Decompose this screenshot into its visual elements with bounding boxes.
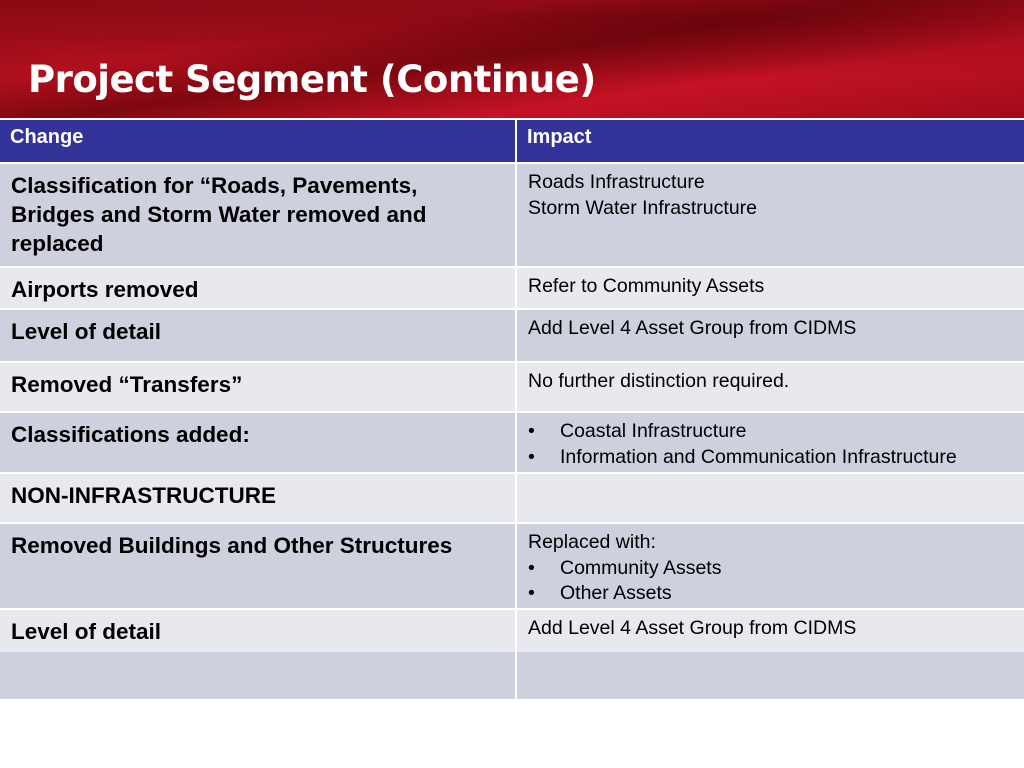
empty-cell <box>517 652 1024 699</box>
impact-text <box>517 474 1024 480</box>
impact-text: No further distinction required. <box>517 363 1024 395</box>
change-cell: Classifications added: <box>0 413 515 472</box>
impact-line: Add Level 4 Asset Group from CIDMS <box>528 617 857 639</box>
bullet-item: Information and Communication Infrastruc… <box>528 445 1024 471</box>
bullet-item: Coastal Infrastructure <box>528 419 1024 445</box>
change-text: Airports removed <box>11 277 199 302</box>
change-cell: Classification for “Roads, Pavements, Br… <box>0 164 515 266</box>
impact-line: Roads Infrastructure <box>528 171 705 193</box>
impact-line: Storm Water Infrastructure <box>528 196 758 219</box>
change-text: Classification for “Roads, Pavements, Br… <box>11 173 427 256</box>
title-banner <box>0 0 1024 118</box>
impact-line: Add Level 4 Asset Group from CIDMS <box>528 317 857 339</box>
impact-cell: Replaced with: Community AssetsOther Asse… <box>517 524 1024 608</box>
change-cell: Level of detail <box>0 610 515 658</box>
change-cell: Airports removed <box>0 268 515 308</box>
bullet-item: Other Assets <box>528 581 1024 607</box>
impact-cell: Add Level 4 Asset Group from CIDMS <box>517 310 1024 361</box>
change-text: Classifications added: <box>11 422 250 447</box>
impact-cell: No further distinction required. <box>517 363 1024 411</box>
impact-cell: Roads Infrastructure Storm Water Infrastr… <box>517 164 1024 266</box>
bullet-item: Community Assets <box>528 556 1024 582</box>
impact-text: Add Level 4 Asset Group from CIDMS <box>517 610 1024 642</box>
header-cell: Impact <box>517 120 1024 162</box>
change-cell: Removed “Transfers” <box>0 363 515 411</box>
impact-cell: Add Level 4 Asset Group from CIDMS <box>517 610 1024 658</box>
header-cell: Change <box>0 120 515 162</box>
impact-text: Roads Infrastructure Storm Water Infrastr… <box>517 164 1024 221</box>
impact-text: Replaced with: Community AssetsOther Asse… <box>517 524 1024 607</box>
impact-line: No further distinction required. <box>528 370 790 392</box>
change-cell: Removed Buildings and Other Structures <box>0 524 515 608</box>
impact-cell: Refer to Community Assets <box>517 268 1024 308</box>
impact-text: Add Level 4 Asset Group from CIDMS <box>517 310 1024 342</box>
slide-title: Project Segment (Continue) <box>28 58 596 101</box>
change-cell: NON-INFRASTRUCTURE <box>0 474 515 522</box>
impact-cell: Coastal InfrastructureInformation and Co… <box>517 413 1024 472</box>
change-text: NON-INFRASTRUCTURE <box>11 483 276 508</box>
impact-text: Refer to Community Assets <box>517 268 1024 300</box>
change-cell: Level of detail <box>0 310 515 361</box>
change-text: Removed “Transfers” <box>11 372 243 397</box>
impact-cell <box>517 474 1024 522</box>
change-text: Level of detail <box>11 619 162 644</box>
empty-cell <box>0 652 515 699</box>
impact-line: Replaced with: <box>528 531 656 553</box>
impact-line: Refer to Community Assets <box>528 275 765 297</box>
change-text: Level of detail <box>11 319 162 344</box>
impact-text: Coastal InfrastructureInformation and Co… <box>517 413 1024 470</box>
change-text: Removed Buildings and Other Structures <box>11 533 453 558</box>
